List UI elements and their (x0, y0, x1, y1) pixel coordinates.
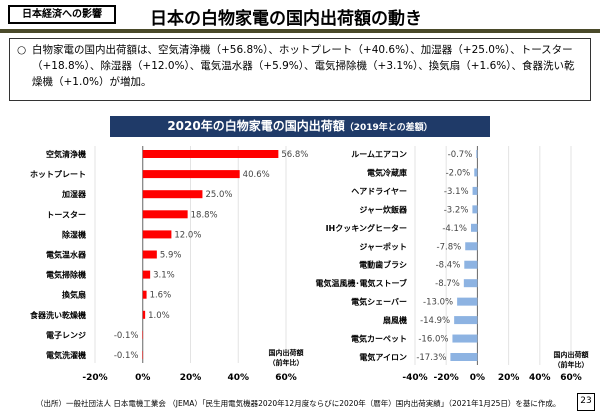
category-label: ルームエアコン (351, 150, 407, 159)
category-label: 扇風機 (383, 315, 407, 325)
category-label: ヘアドライヤー (351, 187, 407, 196)
category-label: 電気カーペット (351, 334, 407, 344)
data-label: -3.2% (444, 205, 469, 215)
bar (142, 190, 203, 199)
data-label: 5.9% (160, 251, 182, 261)
x-tick-label: 60% (560, 373, 582, 383)
bar (142, 290, 147, 299)
category-label: 加湿器 (61, 189, 87, 199)
chart-title: 2020年の白物家電の国内出荷額 (167, 119, 345, 133)
bar (450, 353, 478, 361)
category-label: 食器洗い乾燥機 (30, 310, 86, 320)
data-label: 3.1% (153, 271, 175, 281)
data-label: 1.6% (150, 291, 172, 301)
bar (472, 186, 478, 195)
x-tick-label: 20% (180, 373, 202, 383)
x-tick-label: 0% (135, 373, 150, 383)
category-label: 電気洗濯機 (46, 350, 86, 360)
bar (464, 260, 478, 269)
x-tick-label: -40% (402, 373, 427, 383)
data-label: -8.4% (436, 261, 461, 271)
page-title: 日本の白物家電の国内出荷額の動き (150, 9, 422, 29)
data-label: 40.6% (243, 170, 270, 180)
bar (452, 334, 478, 343)
data-label: 12.0% (174, 230, 201, 240)
category-label: 換気扇 (62, 290, 86, 300)
title-divider (0, 29, 600, 33)
category-label: 空気清浄機 (46, 149, 86, 159)
category-label: ジャーポット (359, 241, 407, 251)
data-label: -0.7% (448, 150, 473, 160)
summary-text: 白物家電の国内出荷額は、空気清浄機（+56.8%）、ホットプレート（+40.6%… (32, 44, 575, 88)
data-label: -13.0% (423, 298, 453, 308)
bar (476, 150, 478, 158)
section-tag: 日本経済への影響 (8, 5, 116, 24)
x-tick-label: 40% (227, 373, 249, 383)
data-label: -17.3% (416, 353, 446, 363)
category-label: 電動歯ブラシ (359, 260, 407, 270)
source-note: （出所）一般社団法人 日本電機工業会 （JEMA）「民生用電気機器2020年12… (36, 399, 561, 408)
x-axis-label-sub: （前年比） (554, 360, 589, 369)
bar (142, 310, 146, 319)
category-label: 電気温水器 (46, 250, 87, 260)
x-tick-label: -20% (434, 373, 459, 383)
bar (142, 351, 144, 359)
data-label: -0.1% (114, 331, 139, 341)
category-label: ホットプレート (30, 169, 86, 179)
data-label: -7.8% (437, 242, 462, 252)
data-label: -0.1% (114, 351, 139, 361)
category-label: 電気掃除機 (46, 270, 86, 280)
bar (454, 316, 478, 325)
data-label: 25.0% (205, 190, 232, 200)
x-tick-label: -20% (82, 373, 107, 383)
data-label: 18.8% (191, 210, 218, 220)
x-axis-label-sub: （前年比） (269, 358, 304, 367)
x-tick-label: 40% (529, 373, 551, 383)
bullet-icon: ○ (17, 44, 27, 56)
bar (142, 170, 240, 179)
category-label: ジャー炊飯器 (359, 204, 408, 214)
category-label: 電気アイロン (359, 352, 407, 362)
bar (142, 330, 144, 339)
category-label: 電気冷蔵庫 (367, 167, 407, 177)
bar (463, 279, 478, 288)
data-label: -4.1% (442, 224, 467, 234)
category-label: 電子レンジ (46, 330, 86, 340)
data-label: 56.8% (281, 150, 308, 160)
x-axis-label: 国内出荷額 (554, 350, 589, 359)
bar (142, 230, 172, 239)
bar (457, 297, 478, 306)
category-label: トースター (46, 209, 86, 219)
bar (142, 250, 157, 259)
bar (472, 205, 478, 214)
category-label: 電気シェーバー (351, 297, 407, 307)
data-label: -14.9% (420, 316, 450, 326)
bar (142, 150, 279, 158)
bar (142, 270, 151, 279)
data-label: -8.7% (435, 279, 460, 289)
category-label: 電気温風機･電気ストーブ (315, 278, 407, 288)
data-label: -3.1% (444, 187, 469, 197)
bar (142, 210, 188, 219)
bar (465, 242, 478, 251)
category-label: IHクッキングヒーター (326, 223, 407, 233)
x-tick-label: 60% (275, 373, 297, 383)
x-tick-label: 20% (498, 373, 520, 383)
summary-box: ○ 白物家電の国内出荷額は、空気清浄機（+56.8%）、ホットプレート（+40.… (9, 38, 591, 101)
x-axis-label: 国内出荷額 (269, 348, 304, 357)
chart-subtitle: （2019年との差額） (344, 123, 433, 133)
chart-banner: 2020年の白物家電の国内出荷額（2019年との差額） (110, 116, 490, 137)
page-number: 23 (577, 393, 595, 411)
x-tick-label: 0% (470, 373, 485, 383)
category-label: 除湿機 (62, 229, 86, 239)
data-label: 1.0% (148, 311, 170, 321)
bar (471, 223, 478, 232)
data-label: -16.0% (418, 335, 448, 345)
data-label: -2.0% (446, 168, 471, 178)
bar (474, 168, 478, 177)
